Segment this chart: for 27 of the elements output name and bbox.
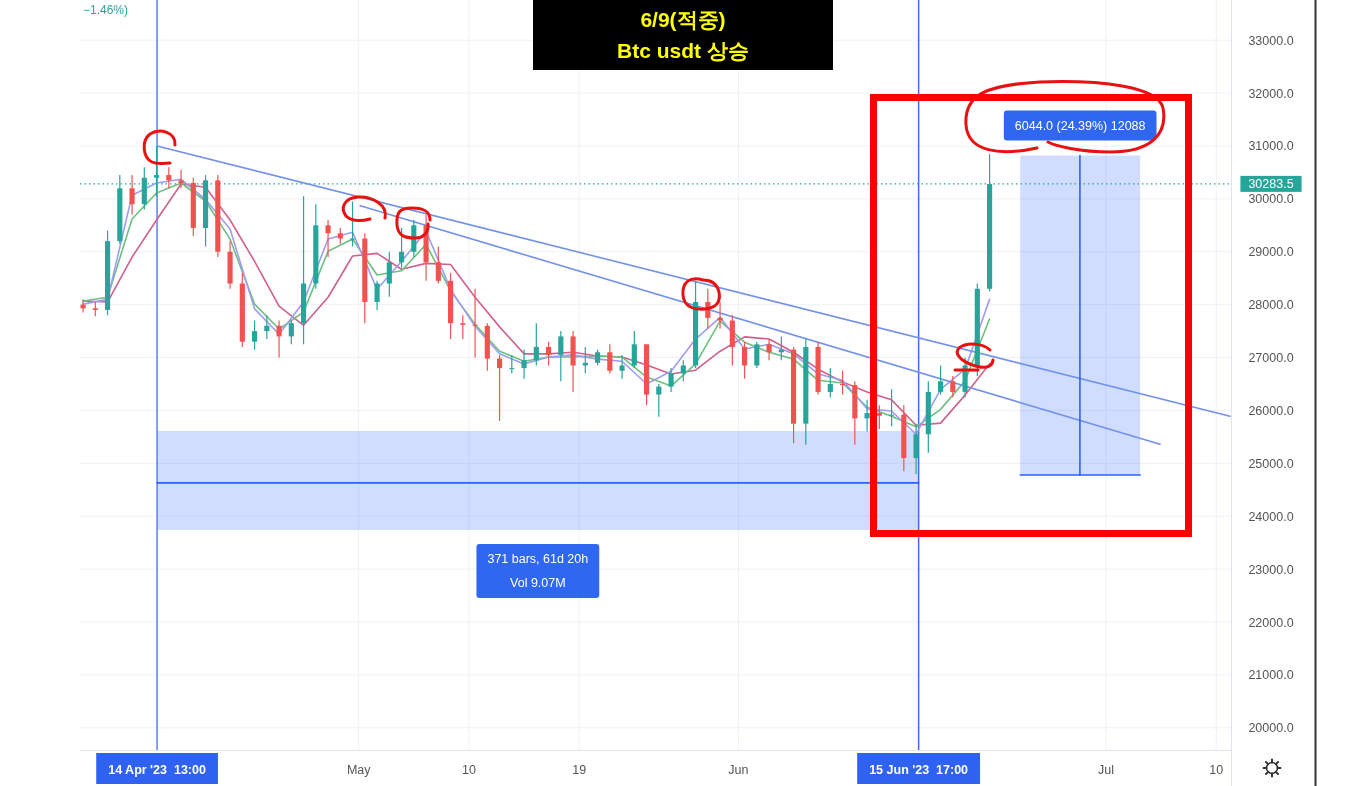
annotation: 371 bars, 61d 20h Vol 9.07M (487, 551, 589, 590)
x-tick-label: Jun (728, 763, 749, 777)
ref-line-label: 30283.5 (1248, 177, 1294, 192)
y-tick-label: 31000.0 (1248, 139, 1294, 154)
y-tick-label: 26000.0 (1248, 403, 1294, 418)
y-tick-label: 30000.0 (1248, 192, 1294, 207)
y-tick-label: 20000.0 (1248, 721, 1294, 736)
x-tick-label: 10 (1209, 763, 1224, 777)
x-tick-label: May (346, 763, 372, 777)
y-tick-label: 29000.0 (1248, 245, 1294, 260)
x-tick-label: 10 (461, 763, 476, 777)
y-tick-label: 32000.0 (1248, 86, 1294, 101)
y-tick-label: 33000.0 (1248, 33, 1294, 48)
y-tick-label: 24000.0 (1248, 509, 1294, 524)
annotation: −1.46%) (83, 3, 129, 17)
y-tick-label: 22000.0 (1248, 615, 1294, 630)
y-tick-label: 25000.0 (1248, 456, 1294, 471)
text: 6/9(적중) Btc usdt 상승 (617, 8, 749, 62)
y-tick-label: 21000.0 (1248, 668, 1294, 683)
ref-line-label: 15 Jun '23 17:00 (869, 763, 969, 777)
x-tick-label: Jul (1097, 763, 1114, 777)
ref-line-label: 14 Apr '23 13:00 (108, 763, 206, 777)
y-tick-label: 27000.0 (1248, 351, 1294, 366)
y-tick-label: 28000.0 (1248, 298, 1294, 313)
x-tick-label: 19 (572, 763, 587, 777)
annotation: 6044.0 (24.39%) 12088 (1014, 118, 1146, 133)
y-tick-label: 23000.0 (1248, 562, 1294, 577)
